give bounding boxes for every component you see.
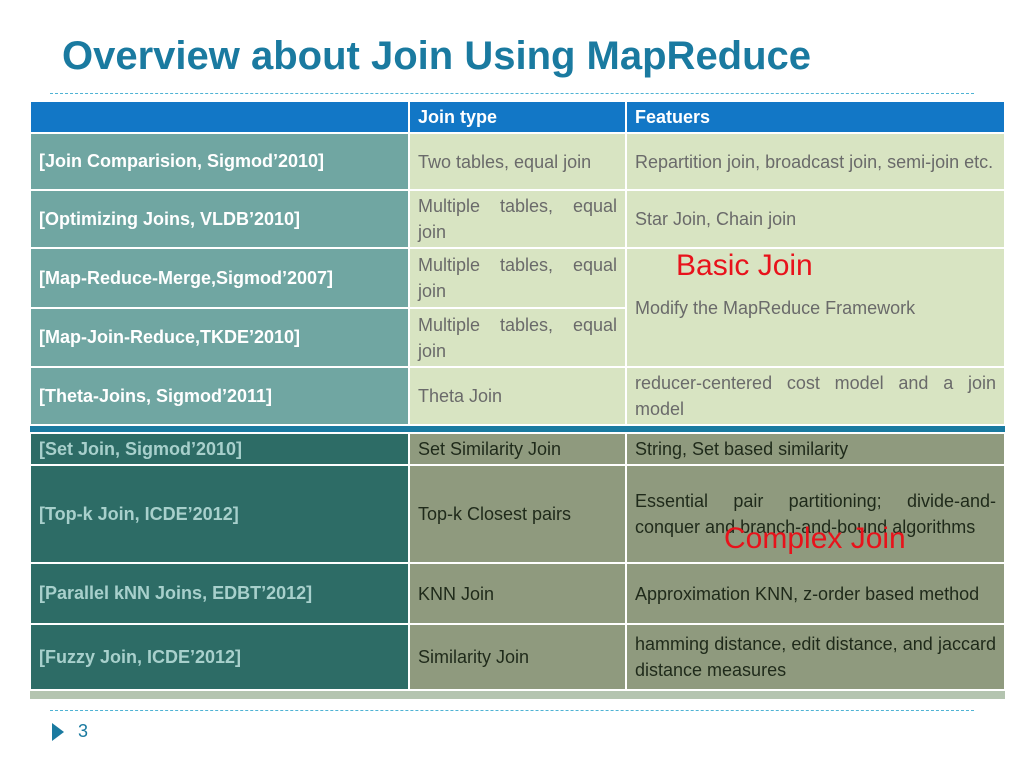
features-cell: Approximation KNN, z-order based method [625,562,1006,625]
join-type-cell: Set Similarity Join [408,432,627,466]
paper-cell: [Parallel kNN Joins, EDBT’2012] [29,562,410,625]
join-type-cell: Multiple tables, equal join [408,189,627,249]
paper-cell: [Theta-Joins, Sigmod’2011] [29,366,410,426]
features-cell: reducer-centered cost model and a join m… [625,366,1006,426]
join-overview-table: Join type Featuers [Join Comparision, Si… [29,100,1006,699]
slide-title: Overview about Join Using MapReduce [62,34,812,78]
paper-cell: [Map-Reduce-Merge,Sigmod’2007] [29,247,410,309]
join-type-cell: Top-k Closest pairs [408,464,627,564]
header-blank [29,100,410,134]
features-cell: Repartition join, broadcast join, semi-j… [625,132,1006,191]
join-type-cell: Similarity Join [408,623,627,691]
table-row: [Optimizing Joins, VLDB’2010] Multiple t… [29,189,1006,249]
basic-join-annotation: Basic Join [676,249,813,282]
table-footer-strip [30,690,1005,699]
header-join-type: Join type [408,100,627,134]
features-cell: String, Set based similarity [625,432,1006,466]
paper-cell: [Fuzzy Join, ICDE’2012] [29,623,410,691]
paper-cell: [Optimizing Joins, VLDB’2010] [29,189,410,249]
play-arrow-icon [52,723,64,741]
join-overview-table-container: Join type Featuers [Join Comparision, Si… [29,100,1006,699]
features-cell: Essential pair partitioning; divide-and-… [625,464,1006,564]
join-type-cell: KNN Join [408,562,627,625]
join-type-cell: Multiple tables, equal join [408,307,627,368]
table-row: [Set Join, Sigmod’2010] Set Similarity J… [29,432,1006,466]
table-row: [Parallel kNN Joins, EDBT’2012] KNN Join… [29,562,1006,625]
table-row: [Theta-Joins, Sigmod’2011] Theta Join re… [29,366,1006,426]
features-cell: hamming distance, edit distance, and jac… [625,623,1006,691]
section-separator [30,424,1005,434]
features-cell: Modify the MapReduce Framework [625,247,1006,368]
join-type-cell: Two tables, equal join [408,132,627,191]
table-row: [Join Comparision, Sigmod’2010] Two tabl… [29,132,1006,191]
paper-cell: [Join Comparision, Sigmod’2010] [29,132,410,191]
features-cell: Star Join, Chain join [625,189,1006,249]
table-header-row: Join type Featuers [29,100,1006,134]
page-number: 3 [78,721,89,741]
table-row: [Fuzzy Join, ICDE’2012] Similarity Join … [29,623,1006,691]
join-type-cell: Theta Join [408,366,627,426]
table-row: [Top-k Join, ICDE’2012] Top-k Closest pa… [29,464,1006,564]
bottom-divider [50,710,974,711]
complex-join-annotation: Complex Join [724,522,906,555]
paper-cell: [Top-k Join, ICDE’2012] [29,464,410,564]
header-features: Featuers [625,100,1006,134]
table-row: [Map-Join-Reduce,TKDE’2010] Multiple tab… [29,307,1005,368]
paper-cell: [Set Join, Sigmod’2010] [29,432,410,466]
join-type-cell: Multiple tables, equal join [408,247,627,309]
table-row: [Map-Reduce-Merge,Sigmod’2007] Multiple … [29,247,1006,368]
top-divider [50,93,974,94]
paper-cell: [Map-Join-Reduce,TKDE’2010] [29,307,410,368]
